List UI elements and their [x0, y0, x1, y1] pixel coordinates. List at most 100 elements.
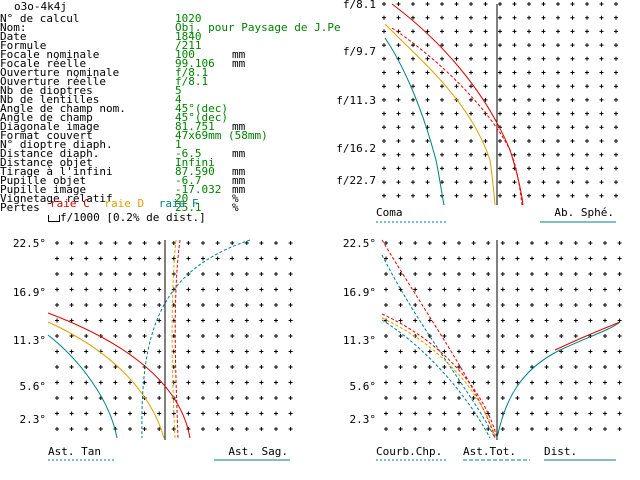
grid-cross [440, 15, 444, 20]
grid-cross [483, 43, 488, 48]
grid-cross [498, 193, 502, 198]
grid-cross [512, 15, 517, 20]
grid-cross [614, 29, 618, 34]
grid-cross [157, 318, 162, 323]
grid-cross [515, 334, 520, 338]
grid-cross [215, 349, 220, 354]
chart3-courb-f [381, 254, 496, 439]
chart3-asttot-f [381, 319, 491, 439]
grid-cross [599, 29, 604, 34]
grid-cross [483, 139, 488, 143]
grid-cross [157, 411, 162, 416]
grid-cross [469, 180, 473, 185]
grid-cross [259, 349, 264, 354]
grid-cross [55, 380, 59, 385]
grid-cross [128, 396, 132, 400]
param-value: 1 [175, 138, 182, 151]
grid-cross [384, 334, 388, 338]
grid-cross [541, 139, 546, 143]
grid-cross [442, 349, 447, 354]
grid-cross [471, 256, 476, 261]
grid-cross [454, 43, 459, 48]
grid-cross [500, 365, 505, 369]
grid-cross [440, 56, 444, 61]
grid-cross [288, 303, 293, 307]
grid-cross [142, 256, 147, 261]
param-value: 45°(dec) [175, 102, 228, 115]
grid-cross [442, 287, 447, 292]
grid-cross [384, 256, 388, 261]
grid-cross [382, 70, 386, 75]
grid-cross [483, 2, 488, 6]
distortion-scale-text: f/1000 [0.2% de dist.] [60, 211, 206, 224]
grid-cross [486, 349, 491, 354]
grid-cross [515, 303, 520, 307]
scale-bar-icon [48, 214, 60, 222]
param-label: Pupille objet [0, 174, 87, 187]
grid-cross [556, 56, 560, 61]
grid-cross [288, 272, 293, 276]
param-label: Focale réelle [0, 57, 87, 70]
grid-cross [98, 411, 103, 416]
chart3-y-tick: 22.5° [343, 237, 376, 250]
chart1-coma-f [384, 37, 445, 206]
grid-cross [411, 125, 415, 130]
grid-cross [425, 2, 430, 6]
grid-cross [442, 380, 447, 385]
grid-cross [427, 318, 432, 323]
chart2-y-tick: 11.3° [13, 334, 46, 347]
grid-cross [142, 318, 147, 323]
chart1-y-tick: f/8.1 [343, 0, 376, 11]
param-label: Pupille image [0, 183, 87, 196]
grid-cross [186, 303, 191, 307]
grid-cross [413, 318, 418, 323]
grid-cross [603, 318, 607, 323]
grid-cross [113, 272, 118, 276]
grid-cross [544, 427, 549, 431]
param-label: Nom: [0, 21, 27, 34]
grid-cross [142, 411, 147, 416]
grid-cross [486, 241, 491, 245]
grid-cross [556, 166, 560, 171]
grid-cross [440, 139, 444, 143]
grid-cross [274, 427, 278, 431]
grid-cross [288, 380, 293, 385]
param-row: Focale nominale 100 mm [0, 49, 300, 60]
grid-cross [512, 111, 517, 116]
grid-cross [603, 411, 607, 416]
grid-cross [498, 97, 502, 102]
grid-cross [427, 396, 432, 400]
grid-cross [457, 365, 461, 369]
grid-cross [530, 272, 534, 276]
grid-cross [486, 411, 491, 416]
grid-cross [471, 349, 476, 354]
chart1-coma-c [391, 3, 524, 206]
grid-cross [530, 287, 534, 292]
legend-raie-d: raie D [104, 197, 145, 210]
grid-cross [515, 241, 520, 245]
grid-cross [603, 303, 607, 307]
grid-cross [585, 193, 589, 198]
grid-cross [55, 365, 59, 369]
grid-cross [398, 365, 403, 369]
grid-cross [617, 287, 622, 292]
grid-cross [498, 70, 502, 75]
grid-cross [617, 303, 622, 307]
chart1-label-right: Ab. Sphé. [554, 206, 614, 219]
grid-cross [588, 396, 593, 400]
grid-cross [382, 125, 386, 130]
grid-cross [498, 15, 502, 20]
grid-cross [556, 180, 560, 185]
param-row: Vignetage relatif 20% [0, 193, 300, 204]
grid-cross [440, 152, 444, 157]
grid-cross [603, 287, 607, 292]
grid-cross [573, 349, 578, 354]
grid-cross [425, 166, 430, 171]
chart2-y-tick: 2.3° [20, 413, 47, 426]
grid-cross [486, 256, 491, 261]
param-label: Nb de lentilles [0, 93, 100, 106]
grid-cross [398, 411, 403, 416]
grid-cross [614, 43, 618, 48]
grid-cross [215, 241, 220, 245]
grid-cross [84, 303, 89, 307]
